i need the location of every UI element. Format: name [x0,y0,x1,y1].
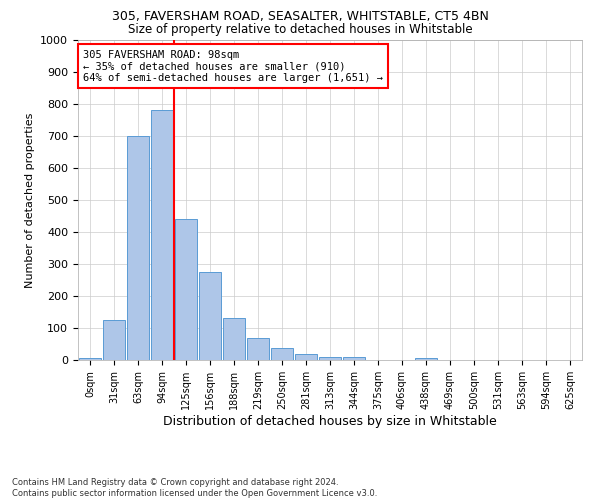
Bar [343,357,365,360]
Bar [295,354,317,360]
Bar [151,110,173,360]
Bar [247,338,269,360]
Bar [127,136,149,360]
Bar [319,357,341,360]
Text: 305 FAVERSHAM ROAD: 98sqm
← 35% of detached houses are smaller (910)
64% of semi: 305 FAVERSHAM ROAD: 98sqm ← 35% of detac… [83,50,383,83]
Bar [175,219,197,360]
Bar [271,348,293,360]
Bar [223,318,245,360]
Bar [103,320,125,360]
Bar [199,272,221,360]
Text: 305, FAVERSHAM ROAD, SEASALTER, WHITSTABLE, CT5 4BN: 305, FAVERSHAM ROAD, SEASALTER, WHITSTAB… [112,10,488,23]
Text: Contains HM Land Registry data © Crown copyright and database right 2024.
Contai: Contains HM Land Registry data © Crown c… [12,478,377,498]
X-axis label: Distribution of detached houses by size in Whitstable: Distribution of detached houses by size … [163,414,497,428]
Text: Size of property relative to detached houses in Whitstable: Size of property relative to detached ho… [128,22,472,36]
Bar [79,358,101,360]
Bar [415,358,437,360]
Y-axis label: Number of detached properties: Number of detached properties [25,112,35,288]
